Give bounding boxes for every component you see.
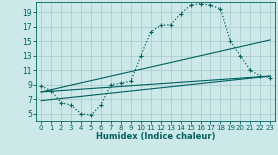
X-axis label: Humidex (Indice chaleur): Humidex (Indice chaleur) (96, 133, 215, 142)
